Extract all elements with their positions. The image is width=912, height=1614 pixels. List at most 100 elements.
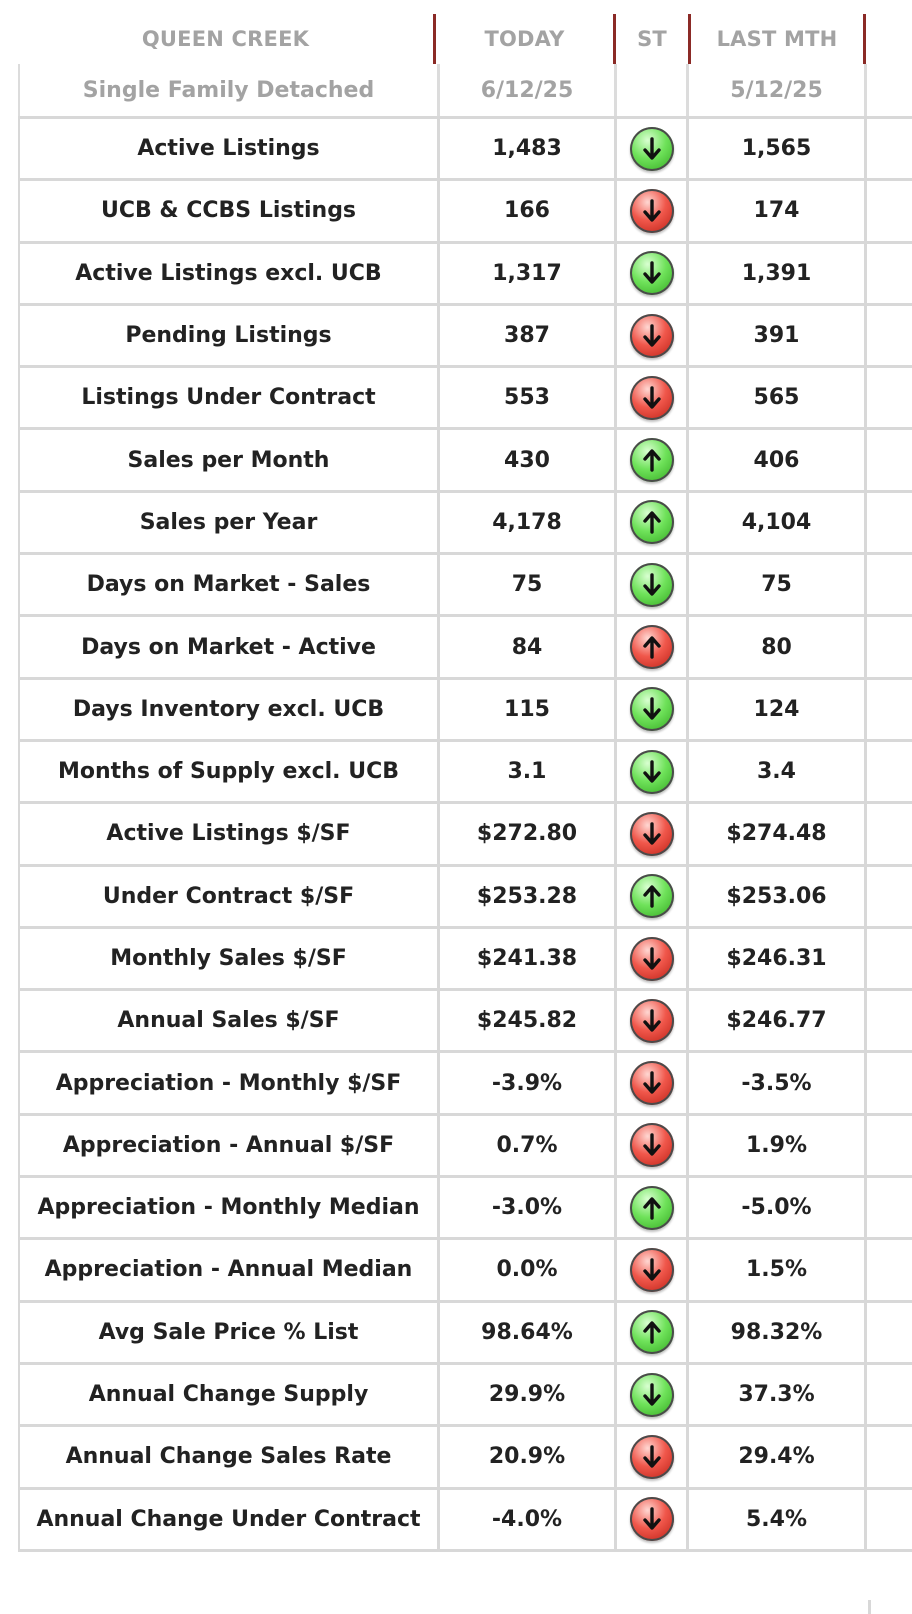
arrow-down-icon: [629, 1372, 674, 1417]
row-label: Annual Change Sales Rate: [18, 1427, 440, 1487]
row-last-month-value: 1,391: [689, 243, 867, 303]
row-status: [617, 119, 689, 179]
table-row: Days on Market - Sales 75 75: [18, 555, 912, 618]
table-row: Appreciation - Annual $/SF 0.7% 1.9%: [18, 1115, 912, 1179]
arrow-up-icon: [629, 1185, 674, 1230]
row-label: Sales per Year: [18, 492, 440, 553]
row-label: Under Contract $/SF: [18, 866, 440, 926]
table-row: Appreciation - Annual Median 0.0% 1.5%: [18, 1240, 912, 1303]
row-label: Monthly Sales $/SF: [18, 928, 440, 989]
row-status: [617, 430, 689, 490]
table-row: Avg Sale Price % List 98.64% 98.32%: [18, 1302, 912, 1365]
row-label: Days on Market - Sales: [18, 555, 440, 615]
row-today-value: 4,178: [440, 492, 617, 553]
table-row: Active Listings excl. UCB 1,317 1,391: [18, 243, 912, 306]
table-row: Sales per Year 4,178 4,104: [18, 492, 912, 556]
table-row: Days Inventory excl. UCB 115 124: [18, 679, 912, 742]
row-status: [617, 741, 689, 802]
table-row: Sales per Month 430 406: [18, 430, 912, 493]
row-label: Appreciation - Monthly $/SF: [18, 1053, 440, 1113]
row-last-month-value: $246.77: [689, 991, 867, 1051]
row-last-month-value: 174: [689, 181, 867, 241]
arrow-down-icon: [629, 188, 674, 233]
row-label: Active Listings: [18, 119, 440, 179]
header-property-type: Single Family Detached: [18, 64, 440, 116]
row-today-value: 98.64%: [440, 1302, 617, 1362]
row-today-value: 20.9%: [440, 1427, 617, 1487]
table-row: Annual Sales $/SF $245.82 $246.77: [18, 991, 912, 1054]
row-label: Annual Sales $/SF: [18, 991, 440, 1051]
row-label: Appreciation - Annual Median: [18, 1240, 440, 1300]
arrow-up-icon: [629, 438, 674, 483]
arrow-down-icon: [629, 811, 674, 856]
row-today-value: 0.0%: [440, 1240, 617, 1300]
row-last-month-value: 5.4%: [689, 1489, 867, 1549]
arrow-up-icon: [629, 500, 674, 545]
row-last-month-value: 75: [689, 555, 867, 615]
table-row: Days on Market - Active 84 80: [18, 617, 912, 680]
header-today-date: 6/12/25: [440, 64, 617, 116]
row-today-value: 3.1: [440, 741, 617, 802]
arrow-up-icon: [629, 625, 674, 670]
row-status: [617, 866, 689, 926]
row-last-month-value: 406: [689, 430, 867, 490]
header-st-blank: [617, 64, 689, 116]
row-label: Pending Listings: [18, 305, 440, 366]
arrow-up-icon: [629, 874, 674, 919]
row-today-value: -4.0%: [440, 1489, 617, 1549]
row-status: [617, 804, 689, 864]
table-row: Monthly Sales $/SF $241.38 $246.31: [18, 928, 912, 992]
arrow-down-icon: [629, 1123, 674, 1168]
row-today-value: 1,483: [440, 119, 617, 179]
arrow-down-icon: [629, 1061, 674, 1106]
row-label: Appreciation - Monthly Median: [18, 1178, 440, 1238]
row-last-month-value: 37.3%: [689, 1364, 867, 1425]
row-status: [617, 1053, 689, 1113]
row-today-value: $245.82: [440, 991, 617, 1051]
row-today-value: -3.9%: [440, 1053, 617, 1113]
header-st: ST: [616, 14, 691, 64]
arrow-down-icon: [629, 251, 674, 296]
arrow-down-icon: [629, 936, 674, 981]
row-label: Sales per Month: [18, 430, 440, 490]
table-row: UCB & CCBS Listings 166 174: [18, 181, 912, 244]
header-row: QUEEN CREEK TODAY ST LAST MTH: [18, 14, 912, 64]
row-today-value: 430: [440, 430, 617, 490]
table-row: Active Listings $/SF $272.80 $274.48: [18, 804, 912, 867]
arrow-down-icon: [629, 1247, 674, 1292]
row-today-value: 29.9%: [440, 1364, 617, 1425]
arrow-down-icon: [629, 562, 674, 607]
row-label: Active Listings $/SF: [18, 804, 440, 864]
arrow-down-icon: [629, 998, 674, 1043]
row-label: Days on Market - Active: [18, 617, 440, 677]
row-status: [617, 1115, 689, 1176]
row-status: [617, 679, 689, 739]
table-row: Annual Change Sales Rate 20.9% 29.4%: [18, 1427, 912, 1490]
row-status: [617, 555, 689, 615]
row-last-month-value: $274.48: [689, 804, 867, 864]
row-today-value: 553: [440, 368, 617, 428]
row-label: Active Listings excl. UCB: [18, 243, 440, 303]
row-label: Listings Under Contract: [18, 368, 440, 428]
header-area: QUEEN CREEK: [18, 14, 436, 64]
table-row: Months of Supply excl. UCB 3.1 3.4: [18, 741, 912, 805]
row-label: Annual Change Under Contract: [18, 1489, 440, 1549]
row-today-value: $241.38: [440, 928, 617, 989]
row-last-month-value: 391: [689, 305, 867, 366]
row-today-value: 1,317: [440, 243, 617, 303]
row-today-value: 0.7%: [440, 1115, 617, 1176]
header-today: TODAY: [436, 14, 616, 64]
row-last-month-value: 1.5%: [689, 1240, 867, 1300]
row-last-month-value: $246.31: [689, 928, 867, 989]
row-status: [617, 1302, 689, 1362]
row-today-value: $272.80: [440, 804, 617, 864]
arrow-down-icon: [629, 749, 674, 794]
row-label: Annual Change Supply: [18, 1364, 440, 1425]
subheader-row: Single Family Detached 6/12/25 5/12/25: [18, 64, 912, 116]
table-body: Active Listings 1,483 1,565 UCB & CCBS List…: [18, 116, 912, 1552]
table-continuation: [18, 1600, 871, 1614]
row-status: [617, 928, 689, 989]
row-last-month-value: 124: [689, 679, 867, 739]
row-today-value: 75: [440, 555, 617, 615]
row-last-month-value: 29.4%: [689, 1427, 867, 1487]
